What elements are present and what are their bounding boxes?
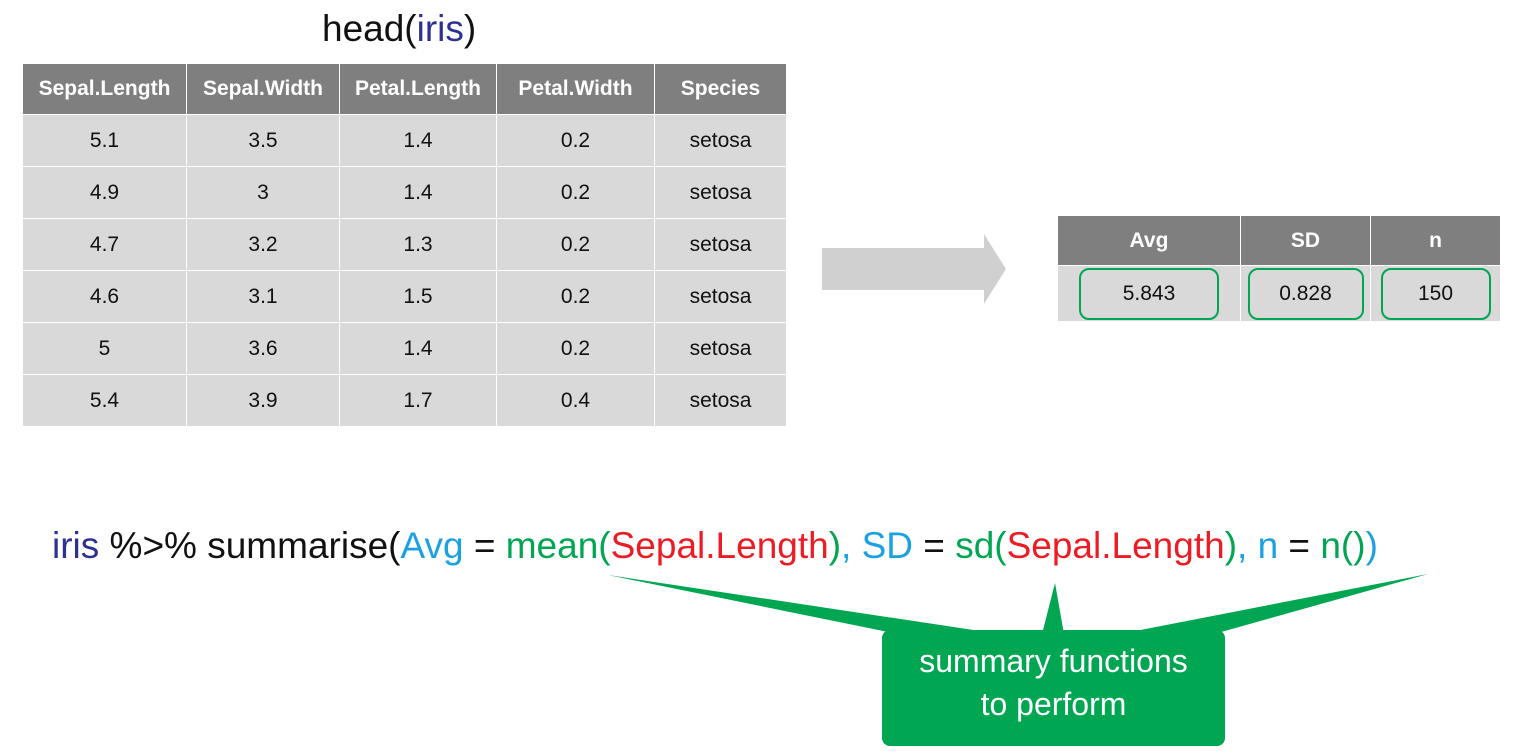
table-cell: setosa [654, 374, 787, 427]
code-arg-avg: Avg [400, 525, 464, 566]
table-cell: setosa [654, 270, 787, 323]
column-header-n: n [1370, 216, 1501, 266]
code-separator: , [1237, 525, 1258, 566]
head-iris-title: head(iris) [322, 6, 476, 52]
table-cell: 0.828 [1240, 265, 1371, 322]
right-arrow-icon [822, 234, 1006, 304]
column-header: Petal.Width [496, 64, 655, 115]
code-separator: , [841, 525, 862, 566]
table-cell: 3 [186, 166, 340, 219]
table-row: 5.843 0.828 150 [1057, 265, 1501, 322]
code-fn-sd: sd( [955, 525, 1007, 566]
table-cell: 3.5 [186, 114, 340, 167]
summarise-code-line: iris %>% summarise(Avg = mean(Sepal.Leng… [52, 522, 1378, 570]
table-cell: setosa [654, 114, 787, 167]
table-cell: 4.6 [22, 270, 187, 323]
table-cell: 1.4 [339, 322, 497, 375]
table-row: 4.6 3.1 1.5 0.2 setosa [22, 270, 787, 323]
code-var-sepal-length: Sepal.Length [1006, 525, 1225, 566]
table-cell: 1.7 [339, 374, 497, 427]
code-equals: = [1278, 525, 1321, 566]
n-value-highlight: 150 [1380, 267, 1491, 320]
table-cell: 1.4 [339, 114, 497, 167]
callout-line: to perform [980, 686, 1127, 722]
iris-head-table: Sepal.Length Sepal.Width Petal.Length Pe… [22, 64, 787, 427]
table-cell: 0.2 [496, 166, 655, 219]
table-cell: 3.9 [186, 374, 340, 427]
table-cell: 150 [1370, 265, 1501, 322]
code-fn-close: ) [1224, 525, 1238, 566]
table-row: 5.1 3.5 1.4 0.2 setosa [22, 114, 787, 167]
table-cell: setosa [654, 322, 787, 375]
table-cell: 0.2 [496, 322, 655, 375]
column-header-sd: SD [1240, 216, 1371, 266]
avg-value-highlight: 5.843 [1079, 267, 1219, 320]
summary-result-table: Avg SD n 5.843 0.828 150 [1057, 216, 1501, 322]
code-arg-n: n [1257, 525, 1279, 566]
summary-functions-callout: summary functions to perform [882, 640, 1225, 726]
table-cell: 0.2 [496, 114, 655, 167]
table-cell: 3.6 [186, 322, 340, 375]
code-fn-n: n() [1320, 525, 1366, 566]
code-pipe-summarise: %>% summarise( [99, 525, 401, 566]
column-header: Sepal.Width [186, 64, 340, 115]
code-fn-mean: mean( [505, 525, 611, 566]
title-object: iris [416, 8, 464, 49]
table-cell: 5.843 [1057, 265, 1241, 322]
code-equals: = [463, 525, 506, 566]
table-row: 4.9 3 1.4 0.2 setosa [22, 166, 787, 219]
table-header-row: Sepal.Length Sepal.Width Petal.Length Pe… [22, 64, 787, 115]
code-arg-sd: SD [861, 525, 914, 566]
code-fn-close: ) [828, 525, 842, 566]
table-cell: 0.2 [496, 218, 655, 271]
code-close-paren: ) [1365, 525, 1378, 566]
table-row: 5 3.6 1.4 0.2 setosa [22, 322, 787, 375]
table-cell: 1.3 [339, 218, 497, 271]
callout-line: summary functions [919, 643, 1188, 679]
table-cell: 5 [22, 322, 187, 375]
table-cell: 0.4 [496, 374, 655, 427]
title-function: head( [322, 8, 417, 49]
code-equals: = [913, 525, 956, 566]
column-header: Species [654, 64, 787, 115]
code-var-sepal-length: Sepal.Length [610, 525, 829, 566]
table-cell: 1.4 [339, 166, 497, 219]
column-header: Sepal.Length [22, 64, 187, 115]
table-cell: setosa [654, 166, 787, 219]
table-cell: 5.1 [22, 114, 187, 167]
table-cell: 4.9 [22, 166, 187, 219]
code-object: iris [52, 525, 100, 566]
column-header: Petal.Length [339, 64, 497, 115]
table-cell: 4.7 [22, 218, 187, 271]
sd-value-highlight: 0.828 [1247, 267, 1364, 320]
table-cell: 5.4 [22, 374, 187, 427]
table-cell: 3.2 [186, 218, 340, 271]
table-header-row: Avg SD n [1057, 216, 1501, 266]
column-header-avg: Avg [1057, 216, 1241, 266]
table-row: 5.4 3.9 1.7 0.4 setosa [22, 374, 787, 427]
title-close-paren: ) [463, 8, 477, 49]
